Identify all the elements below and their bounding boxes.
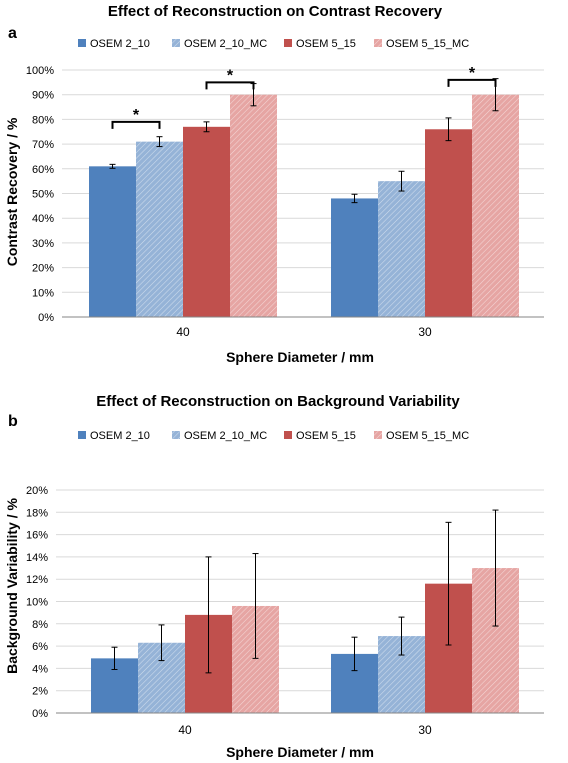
panel-b-title: Effect of Reconstruction on Background V…	[96, 393, 460, 410]
panel-a: a Effect of Reconstruction on Contrast R…	[4, 3, 544, 365]
significance-star: *	[133, 107, 140, 124]
legend-label: OSEM 2_10_MC	[184, 38, 267, 50]
panel-a-error-bars	[109, 78, 499, 204]
significance-bracket	[205, 81, 255, 90]
y-tick-label: 10%	[32, 287, 54, 299]
legend-swatch	[78, 431, 86, 439]
bar	[230, 94, 277, 317]
y-tick-label: 12%	[26, 574, 48, 586]
y-tick-label: 70%	[32, 139, 54, 151]
y-tick-label: 100%	[26, 65, 54, 77]
y-tick-label: 6%	[32, 641, 48, 653]
bar	[183, 126, 230, 317]
y-tick-label: 14%	[26, 552, 48, 564]
panel-a-y-tick-labels: 0% 10% 20% 30% 40% 50% 60% 70% 80% 90% 100%	[26, 65, 54, 324]
y-tick-label: 60%	[32, 164, 54, 176]
y-tick-label: 0%	[38, 312, 54, 324]
y-tick-label: 90%	[32, 90, 54, 102]
bar	[89, 166, 136, 317]
y-tick-label: 18%	[26, 507, 48, 519]
panel-b-error-bars	[111, 509, 499, 674]
bar	[331, 198, 378, 317]
legend-label: OSEM 5_15	[296, 38, 356, 50]
panel-a-y-axis-label: Contrast Recovery / %	[4, 117, 20, 266]
legend-swatch	[284, 39, 292, 47]
bar	[472, 94, 519, 317]
legend-label: OSEM 5_15	[296, 430, 356, 442]
legend-label: OSEM 2_10_MC	[184, 430, 267, 442]
bar	[425, 129, 472, 317]
panel-b-label: b	[8, 413, 18, 430]
y-tick-label: 50%	[32, 189, 54, 201]
y-tick-label: 0%	[32, 708, 48, 720]
x-tick-label: 40	[176, 325, 190, 339]
legend-swatch	[172, 39, 180, 47]
significance-star: *	[227, 67, 234, 84]
legend-label: OSEM 2_10	[90, 430, 150, 442]
panel-a-legend: OSEM 2_10 OSEM 2_10_MC OSEM 5_15 OSEM 5_15_…	[78, 38, 469, 50]
legend-swatch	[78, 39, 86, 47]
x-tick-label: 40	[178, 723, 192, 737]
x-tick-label: 30	[418, 723, 432, 737]
panel-b-y-tick-labels: 0% 2% 4% 6% 8% 10% 12% 14% 16% 18% 20%	[26, 485, 48, 720]
significance-star: *	[469, 65, 476, 82]
panel-a-x-tick-labels: 40 30	[176, 325, 432, 339]
bar	[136, 141, 183, 317]
y-tick-label: 10%	[26, 597, 48, 609]
legend-label: OSEM 5_15_MC	[386, 430, 469, 442]
y-tick-label: 16%	[26, 530, 48, 542]
legend-swatch	[172, 431, 180, 439]
panel-a-label: a	[8, 25, 17, 42]
panel-a-x-axis-label: Sphere Diameter / mm	[226, 349, 374, 365]
panel-b-bars	[91, 568, 519, 713]
panel-b-y-axis-label: Background Variability / %	[4, 498, 20, 674]
panel-b-legend: OSEM 2_10 OSEM 2_10_MC OSEM 5_15 OSEM 5_15_…	[78, 430, 469, 442]
y-tick-label: 40%	[32, 213, 54, 225]
panel-b-x-axis-label: Sphere Diameter / mm	[226, 744, 374, 760]
y-tick-label: 4%	[32, 663, 48, 675]
x-tick-label: 30	[418, 325, 432, 339]
y-tick-label: 20%	[26, 485, 48, 497]
panel-b: b Effect of Reconstruction on Background…	[4, 393, 544, 760]
y-tick-label: 2%	[32, 686, 48, 698]
significance-bracket	[111, 120, 161, 129]
significance-bracket	[447, 78, 497, 87]
legend-label: OSEM 2_10	[90, 38, 150, 50]
legend-label: OSEM 5_15_MC	[386, 38, 469, 50]
legend-swatch	[374, 39, 382, 47]
y-tick-label: 20%	[32, 263, 54, 275]
panel-a-bars	[89, 94, 519, 317]
y-tick-label: 8%	[32, 619, 48, 631]
legend-swatch	[284, 431, 292, 439]
panel-a-title: Effect of Reconstruction on Contrast Rec…	[108, 3, 443, 20]
panel-a-significance: * * *	[111, 65, 497, 129]
legend-swatch	[374, 431, 382, 439]
bar	[378, 181, 425, 317]
y-tick-label: 30%	[32, 238, 54, 250]
y-tick-label: 80%	[32, 114, 54, 126]
panel-b-x-tick-labels: 40 30	[178, 723, 432, 737]
